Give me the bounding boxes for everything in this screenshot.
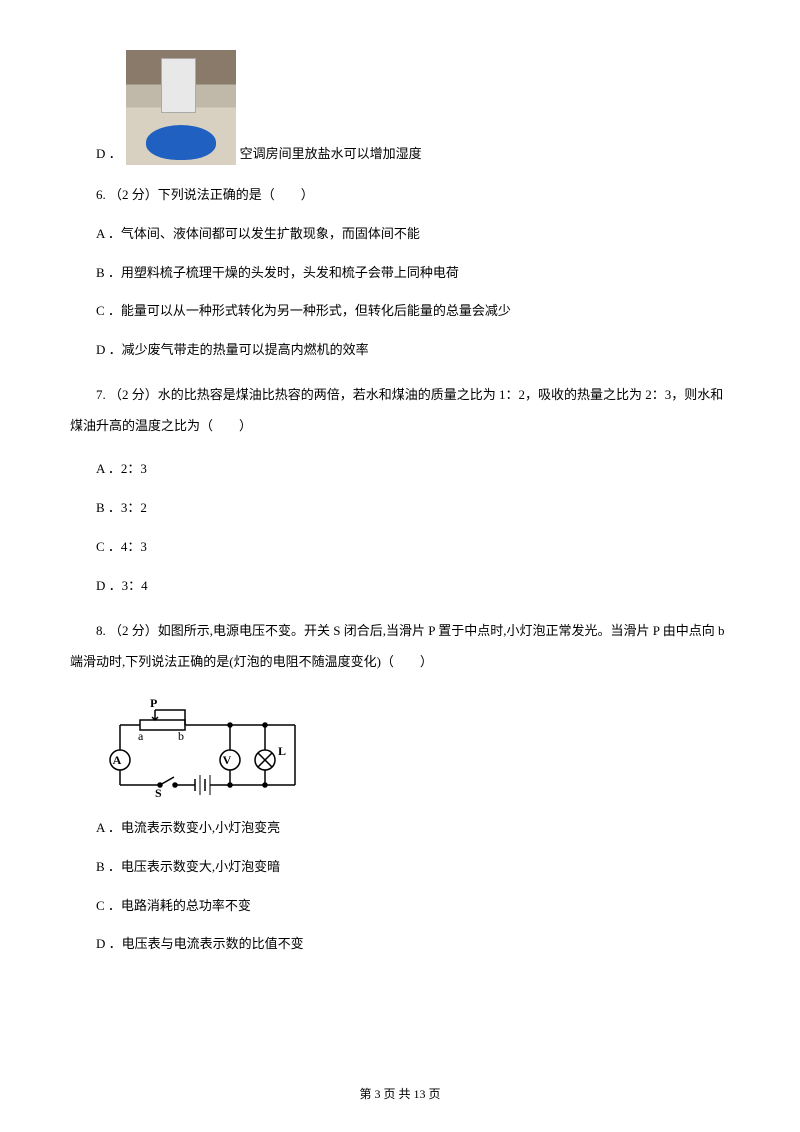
circuit-meter-v: V bbox=[223, 753, 232, 767]
q5-photo bbox=[126, 50, 236, 165]
circuit-label-b-terminal: b bbox=[178, 729, 184, 743]
circuit-diagram: P a b S A V L bbox=[100, 695, 310, 800]
page-footer: 第 3 页 共 13 页 bbox=[0, 1085, 800, 1102]
q6-option-c: C ．能量可以从一种形式转化为另一种形式，但转化后能量的总量会减少 bbox=[70, 301, 730, 322]
q8-option-b: B ．电压表示数变大,小灯泡变暗 bbox=[70, 857, 730, 878]
q6-option-d: D ．减少废气带走的热量可以提高内燃机的效率 bbox=[70, 340, 730, 361]
q6-stem: 6. （2 分）下列说法正确的是（ ） bbox=[70, 185, 730, 206]
q6-option-b: B ．用塑料梳子梳理干燥的头发时，头发和梳子会带上同种电荷 bbox=[70, 263, 730, 284]
photo-ac-unit bbox=[161, 58, 196, 113]
q7-option-c: C ．4：3 bbox=[70, 537, 730, 558]
q7-option-d: D ．3：4 bbox=[70, 576, 730, 597]
q7-stem: 7. （2 分）水的比热容是煤油比热容的两倍，若水和煤油的质量之比为 1：2，吸… bbox=[70, 379, 730, 441]
q8-option-a: A ．电流表示数变小,小灯泡变亮 bbox=[70, 818, 730, 839]
document-content: D ． 空调房间里放盐水可以增加湿度 6. （2 分）下列说法正确的是（ ） A… bbox=[70, 50, 730, 955]
circuit-meter-a: A bbox=[113, 753, 122, 767]
circuit-label-s: S bbox=[155, 786, 162, 800]
option-label-d: D ． bbox=[70, 144, 122, 165]
q5-option-d-text: 空调房间里放盐水可以增加湿度 bbox=[240, 144, 422, 165]
circuit-label-l: L bbox=[278, 744, 286, 758]
q6-option-a: A ．气体间、液体间都可以发生扩散现象，而固体间不能 bbox=[70, 224, 730, 245]
q8-stem: 8. （2 分）如图所示,电源电压不变。开关 S 闭合后,当滑片 P 置于中点时… bbox=[70, 615, 730, 677]
photo-bowl bbox=[146, 125, 216, 160]
circuit-label-p: P bbox=[150, 696, 157, 710]
q8-option-d: D ．电压表与电流表示数的比值不变 bbox=[70, 934, 730, 955]
q7-option-a: A ．2：3 bbox=[70, 459, 730, 480]
circuit-label-a-terminal: a bbox=[138, 729, 144, 743]
q7-option-b: B ．3：2 bbox=[70, 498, 730, 519]
q8-option-c: C ．电路消耗的总功率不变 bbox=[70, 896, 730, 917]
q5-option-d-row: D ． 空调房间里放盐水可以增加湿度 bbox=[70, 50, 730, 165]
